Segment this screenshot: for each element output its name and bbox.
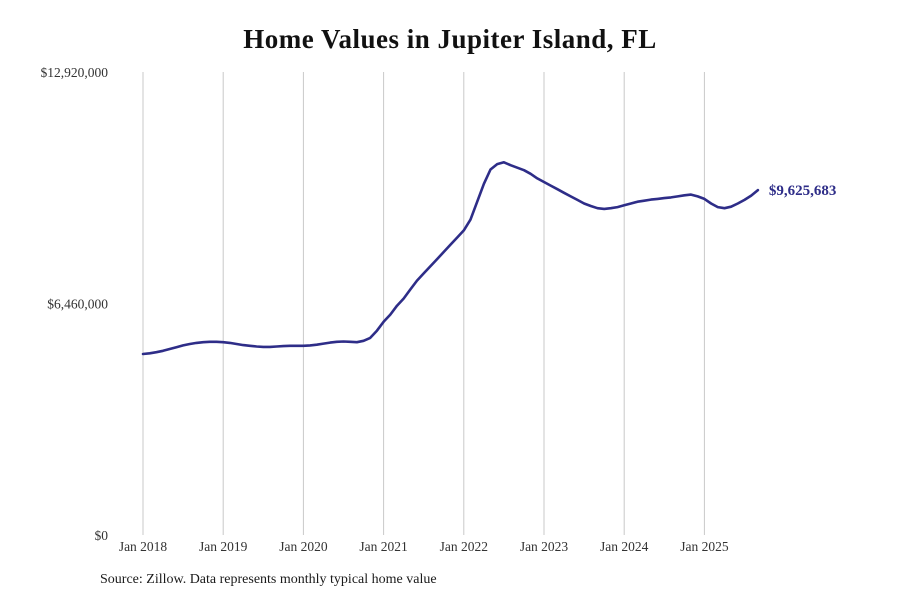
x-tick-label: Jan 2021 [359, 539, 407, 554]
x-axis-labels: Jan 2018 Jan 2019 Jan 2020 Jan 2021 Jan 2022… [119, 539, 729, 554]
y-axis-labels: $0 $6,460,000 $12,920,000 [41, 65, 109, 543]
source-note: Source: Zillow. Data represents monthly … [100, 572, 437, 587]
y-tick-label: $6,460,000 [47, 297, 108, 312]
series-line [141, 161, 760, 356]
x-tick-label: Jan 2024 [600, 539, 649, 554]
gridlines [142, 72, 705, 535]
x-tick-label: Jan 2020 [279, 539, 328, 554]
x-tick-label: Jan 2023 [520, 539, 569, 554]
x-tick-label: Jan 2022 [440, 539, 488, 554]
x-tick-label: Jan 2019 [199, 539, 248, 554]
y-tick-label: $12,920,000 [41, 65, 109, 80]
chart-title: Home Values in Jupiter Island, FL [243, 24, 657, 54]
y-tick-label: $0 [95, 528, 109, 543]
x-tick-label: Jan 2025 [680, 539, 729, 554]
x-tick-label: Jan 2018 [119, 539, 168, 554]
end-value-label: $9,625,683 [769, 183, 837, 199]
